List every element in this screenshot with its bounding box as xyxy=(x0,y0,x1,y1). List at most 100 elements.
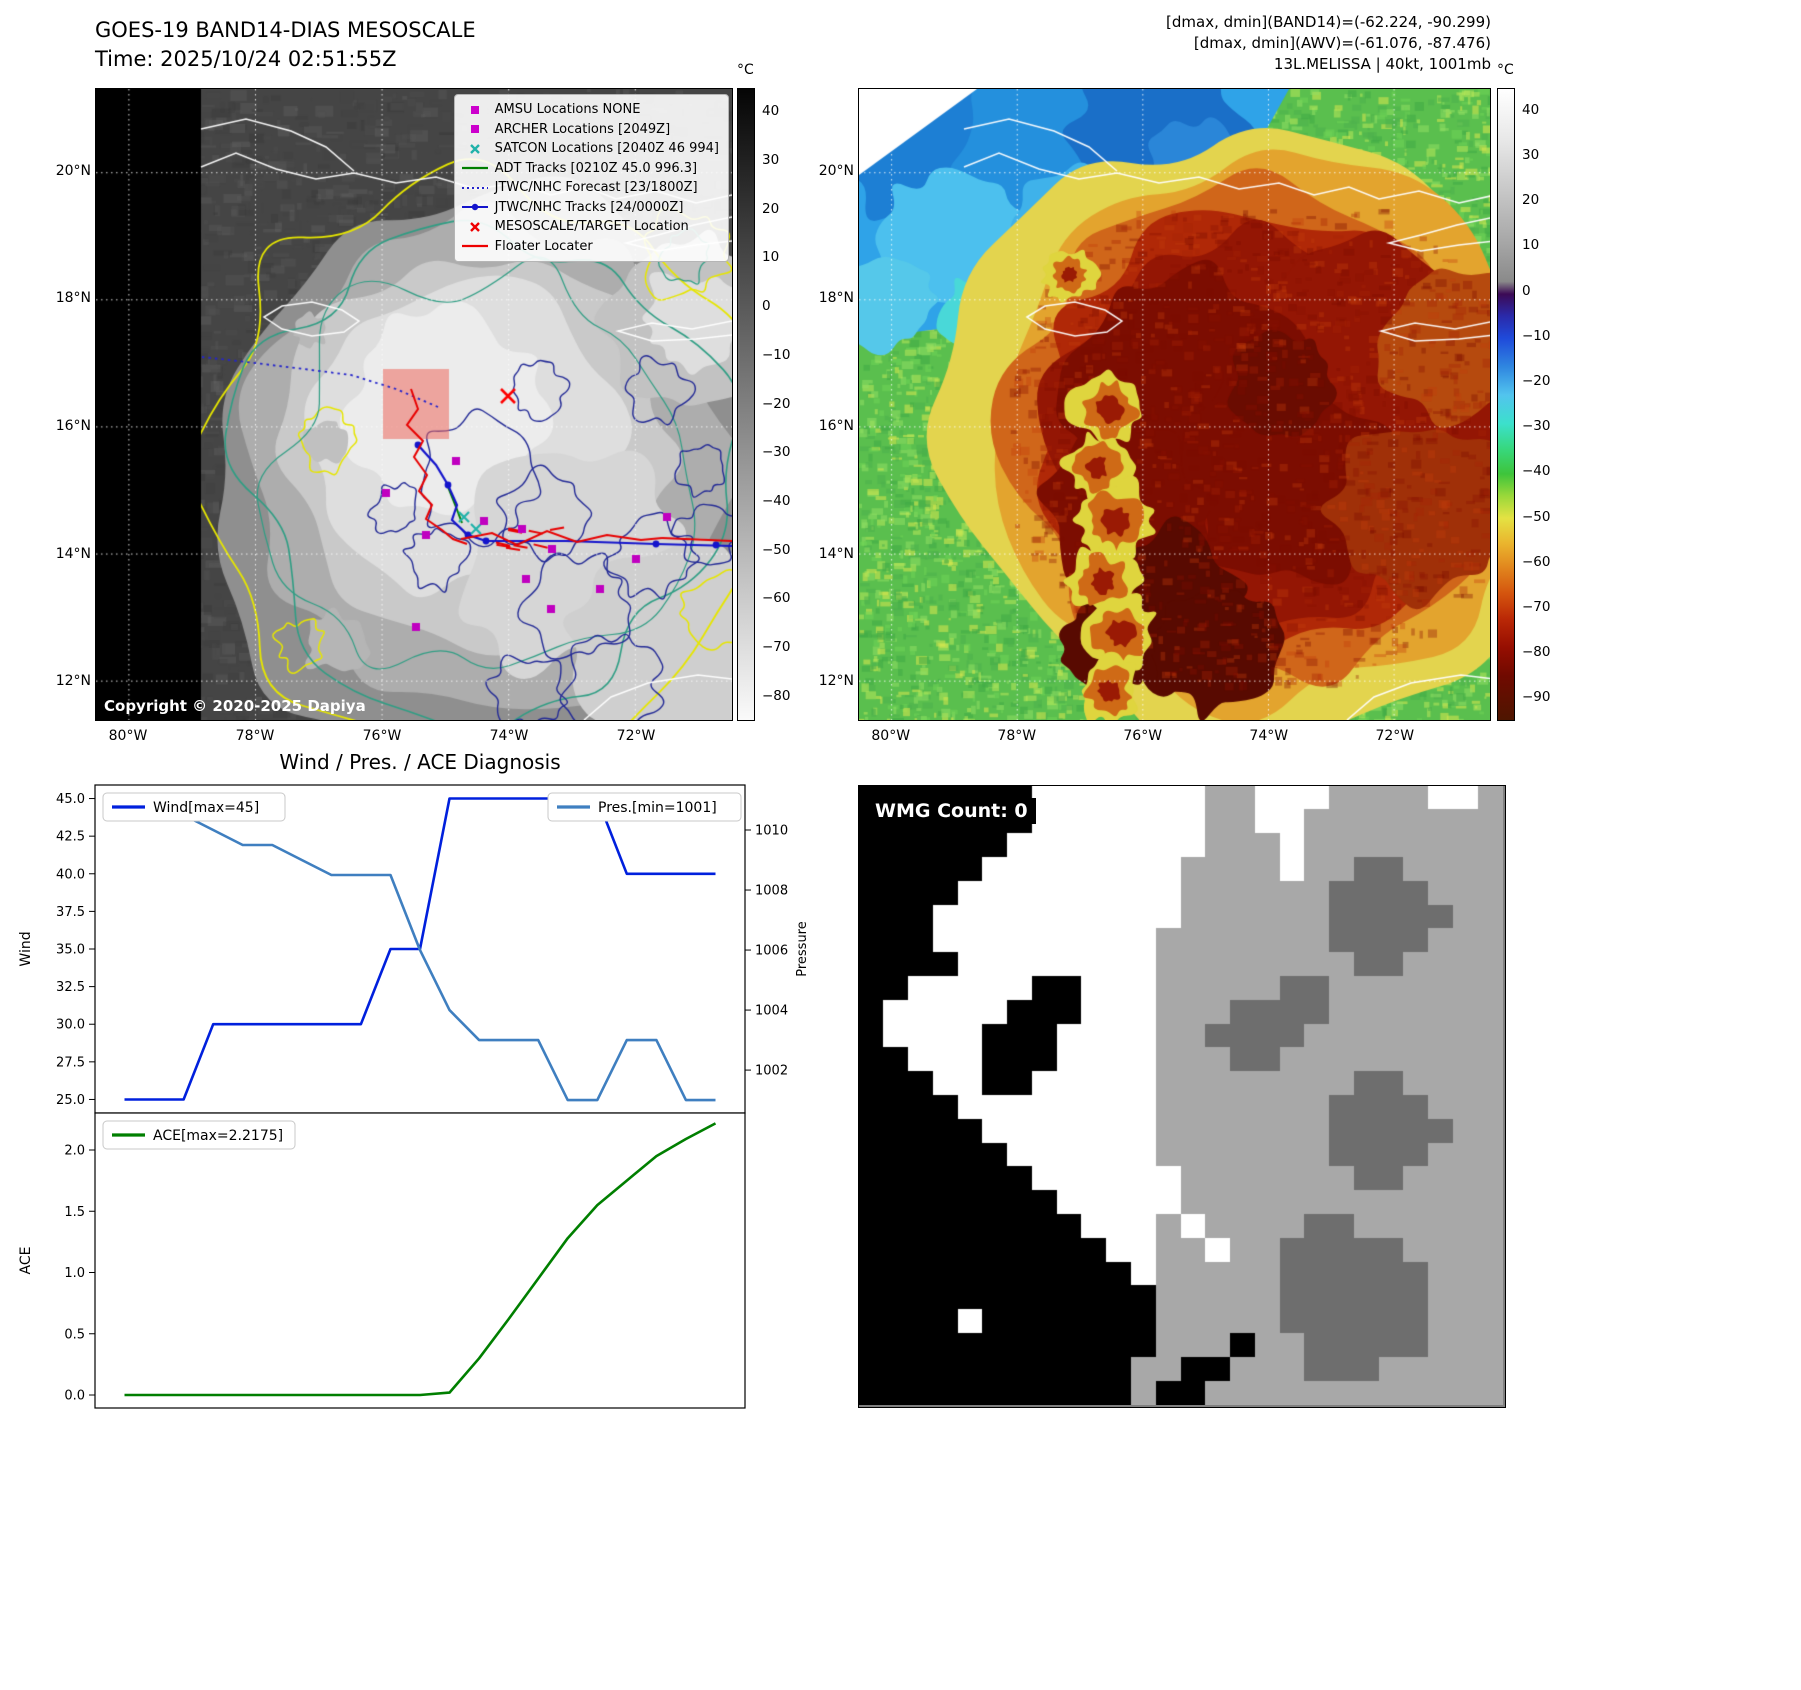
legend-item-label: MESOSCALE/TARGET Location xyxy=(494,219,689,235)
colorbar-tick-label: −20 xyxy=(762,395,791,412)
legend-item-label: JTWC/NHC Tracks [24/0000Z] xyxy=(494,199,684,215)
pressure-tick-label: 1010 xyxy=(755,824,788,839)
x-marker-icon xyxy=(469,143,480,154)
colorbar-tick-label: −60 xyxy=(1522,553,1551,570)
ace-tick-label: 2.0 xyxy=(64,1143,85,1158)
series-ace xyxy=(124,1122,717,1397)
colorbar-tick-label: 0 xyxy=(1522,282,1531,299)
wmg-map-panel: WMG Count: 0 xyxy=(858,785,1506,1408)
wmg-count-label: WMG Count: 0 xyxy=(873,798,1036,824)
colorbar-tick-label: −40 xyxy=(1522,463,1551,480)
legend-item-label: Floater Locater xyxy=(494,238,593,254)
right-colorbar: °C 40 30 20 10 0 −10 −20 −30 −40 −50 −60 −70 −80 −90 xyxy=(1497,62,1567,721)
legend-item: Floater Locater xyxy=(460,237,719,257)
right-panel-header: [dmax, dmin](BAND14)=(-62.224, -90.299) … xyxy=(1100,12,1491,75)
colorbar-tick-label: −10 xyxy=(1522,327,1551,344)
wind-tick-label: 35.0 xyxy=(56,943,85,958)
ace-tick-label: 1.0 xyxy=(64,1266,85,1281)
satellite-title: GOES-19 BAND14-DIAS MESOSCALE xyxy=(95,18,476,42)
ace-tick-label: 0.0 xyxy=(64,1389,85,1404)
colorbar-tick-label: 0 xyxy=(762,298,771,315)
right-map-lat-tick-label: 20°N xyxy=(818,162,854,179)
legend-item: AMSU Locations NONE xyxy=(460,100,719,120)
ace-tick-label: 0.5 xyxy=(64,1327,85,1342)
colorbar-tick-label: −90 xyxy=(1522,689,1551,706)
colorbar-tick-label: 10 xyxy=(762,249,780,266)
wind-pres-ace-charts: Wind / Pres. / ACE Diagnosis 25.0 27.5 30.0… xyxy=(0,745,852,1435)
legend-item-label: ADT Tracks [0210Z 45.0 996.3] xyxy=(494,160,698,176)
storm-id-intensity: 13L.MELISSA | 40kt, 1001mb xyxy=(1273,55,1491,73)
wind-axis-label: Wind xyxy=(18,931,34,966)
wind-tick-label: 30.0 xyxy=(56,1018,85,1033)
colorbar-tick-label: −80 xyxy=(1522,644,1551,661)
wmg-grid-canvas xyxy=(859,786,1503,1405)
wind-tick-label: 37.5 xyxy=(56,905,85,920)
left-map-lat-tick-label: 20°N xyxy=(55,162,91,179)
ace-plot-area xyxy=(94,1112,746,1409)
legend-item: ARCHER Locations [2049Z] xyxy=(460,120,719,140)
left-map-lon-tick-label: 80°W xyxy=(108,728,148,744)
colorbar-tick-label: 20 xyxy=(1522,192,1540,208)
colorbar-tick-label: −50 xyxy=(1522,508,1551,525)
right-map-lat-tick-label: 16°N xyxy=(818,417,854,434)
right-map-lon-tick-label: 76°W xyxy=(1123,728,1163,744)
colorbar-tick-label: 30 xyxy=(1522,146,1540,163)
left-map-lon-tick-label: 76°W xyxy=(362,728,402,744)
square-marker-icon xyxy=(470,125,479,134)
legend-item: JTWC/NHC Tracks [24/0000Z] xyxy=(460,198,719,218)
left-map-lat-tick-label: 14°N xyxy=(55,545,91,562)
left-panel-title: GOES-19 BAND14-DIAS MESOSCALE Time: 2025… xyxy=(95,16,476,74)
colorbar-tick-label: −70 xyxy=(762,639,791,655)
line-dot-marker-icon xyxy=(461,204,488,211)
ir-color-map-panel xyxy=(858,88,1491,721)
colorbar-unit-label: °C xyxy=(1497,62,1514,78)
pressure-tick-label: 1008 xyxy=(755,884,788,899)
colorbar-tick-label: −30 xyxy=(1522,418,1551,435)
legend-pres-box xyxy=(547,792,742,822)
ir-color-canvas xyxy=(859,89,1490,720)
chart-title: Wind / Pres. / ACE Diagnosis xyxy=(279,750,560,774)
right-map-lat-tick-label: 18°N xyxy=(818,290,854,307)
right-map-lon-tick-label: 74°W xyxy=(1249,728,1289,744)
left-map-lat-tick-label: 16°N xyxy=(55,417,91,434)
legend-item-label: SATCON Locations [2040Z 46 994] xyxy=(494,141,719,157)
wind-tick-label: 32.5 xyxy=(56,980,85,995)
legend-item: MESOSCALE/TARGET Location xyxy=(460,217,719,237)
colorbar-tick-label: −40 xyxy=(762,492,791,509)
line-marker-icon xyxy=(461,245,488,248)
colorbar-tick-label: −60 xyxy=(762,590,791,607)
pressure-tick-label: 1006 xyxy=(755,944,788,959)
series-pressure xyxy=(124,813,716,1102)
legend-item: SATCON Locations [2040Z 46 994] xyxy=(460,139,719,159)
legend-item-label: JTWC/NHC Forecast [23/1800Z] xyxy=(494,180,698,196)
legend-ace-label: ACE[max=2.2175] xyxy=(153,1128,283,1144)
legend-item-label: AMSU Locations NONE xyxy=(494,102,641,118)
right-map-lon-tick-label: 80°W xyxy=(871,728,911,744)
legend-item-label: ARCHER Locations [2049Z] xyxy=(494,121,671,137)
right-map-lon-tick-label: 78°W xyxy=(997,728,1037,744)
colorbar-tick-label: 40 xyxy=(762,103,780,120)
ace-tick-label: 1.5 xyxy=(64,1205,85,1220)
colorbar-gradient xyxy=(737,88,755,721)
dmax-dmin-awv: [dmax, dmin](AWV)=(-61.076, -87.476) xyxy=(1193,34,1491,52)
colorbar-tick-label: 30 xyxy=(762,152,780,168)
square-marker-icon xyxy=(470,105,479,114)
pressure-tick-label: 1002 xyxy=(755,1064,788,1079)
wind-tick-label: 42.5 xyxy=(56,830,85,845)
left-map-lon-tick-label: 78°W xyxy=(235,728,275,744)
colorbar-unit-label: °C xyxy=(737,62,754,78)
satellite-time: Time: 2025/10/24 02:51:55Z xyxy=(95,46,397,71)
map-legend: AMSU Locations NONE ARCHER Locations [204… xyxy=(453,94,729,262)
legend-item: ADT Tracks [0210Z 45.0 996.3] xyxy=(460,159,719,179)
legend-wind-label: Wind[max=45] xyxy=(153,800,259,816)
line-marker-icon xyxy=(461,167,488,170)
ace-axis-label: ACE xyxy=(18,1247,34,1275)
wind-tick-label: 25.0 xyxy=(56,1093,85,1108)
ir-grayscale-map-panel: AMSU Locations NONE ARCHER Locations [204… xyxy=(95,88,733,721)
colorbar-tick-label: −80 xyxy=(762,687,791,704)
dmax-dmin-band14: [dmax, dmin](BAND14)=(-62.224, -90.299) xyxy=(1166,13,1491,31)
colorbar-tick-label: −30 xyxy=(762,444,791,461)
diagnosis-charts-svg: Wind / Pres. / ACE Diagnosis 25.0 27.5 30.0… xyxy=(18,750,810,1409)
colorbar-tick-label: −50 xyxy=(762,541,791,558)
